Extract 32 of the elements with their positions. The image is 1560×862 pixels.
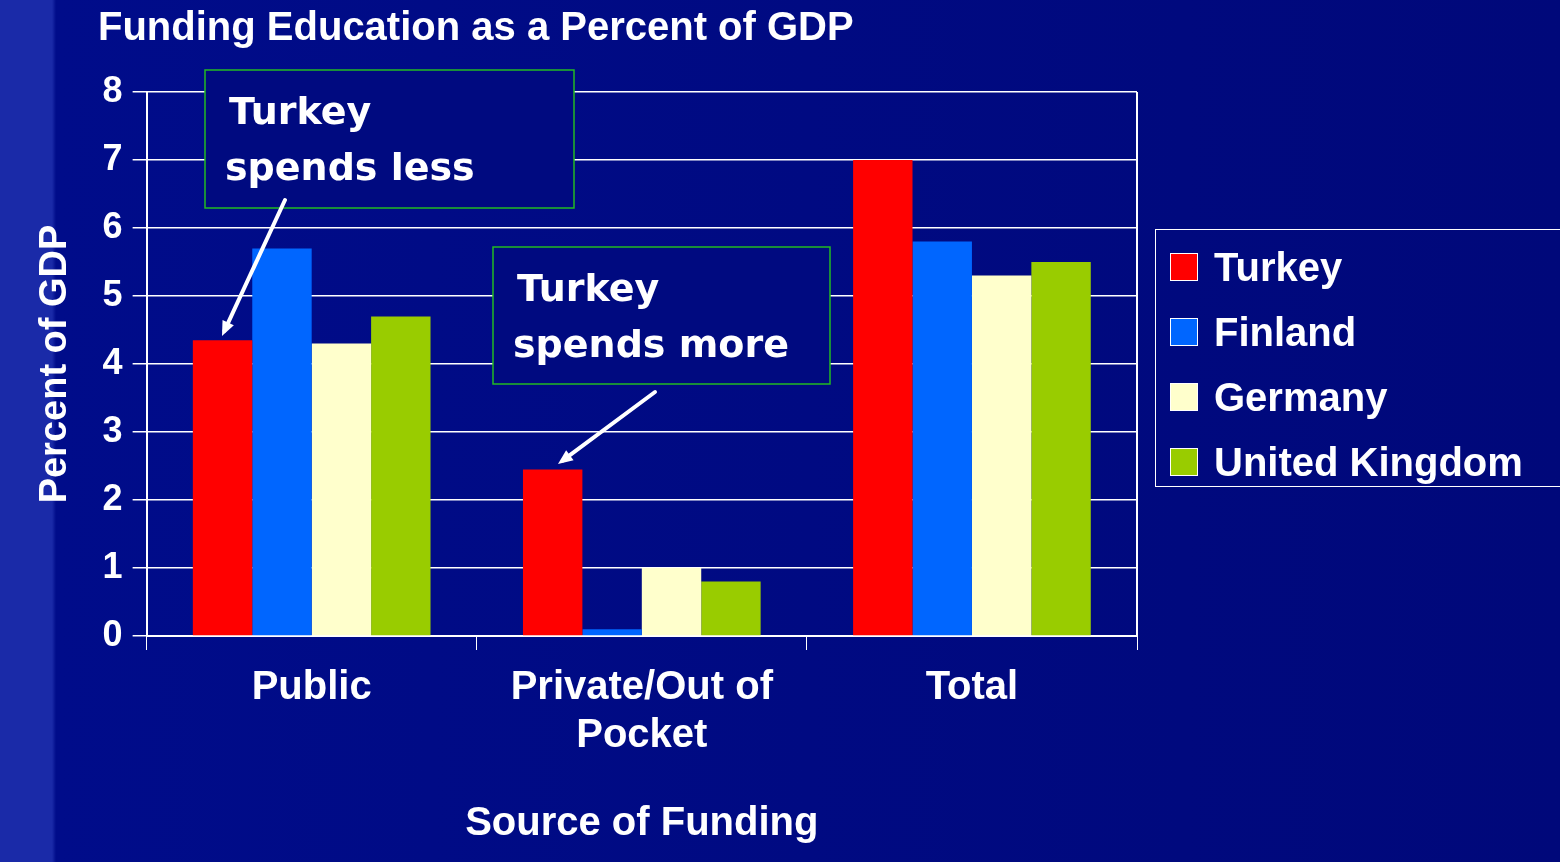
bar <box>912 241 972 636</box>
x-tick-label: Private/Out of Pocket <box>510 663 774 756</box>
bar <box>853 160 913 636</box>
bar <box>971 275 1032 636</box>
bar <box>641 568 702 636</box>
y-tick-label: 0 <box>102 612 123 654</box>
bar <box>311 343 372 636</box>
legend-label: United Kingdom <box>1214 439 1523 485</box>
bar <box>371 316 431 636</box>
y-tick-label: 8 <box>102 68 123 110</box>
bar <box>701 581 761 636</box>
annotation: Turkey spends less <box>225 88 475 189</box>
bar <box>1031 262 1091 636</box>
y-tick-label: 2 <box>102 476 123 518</box>
annotation: Turkey spends more <box>513 265 789 366</box>
y-tick-label: 1 <box>102 544 123 586</box>
y-tick-label: 4 <box>102 340 123 382</box>
bar <box>522 469 583 636</box>
bar <box>192 340 253 636</box>
bar <box>582 629 642 636</box>
y-tick-label: 6 <box>102 204 123 246</box>
legend-label: Germany <box>1214 374 1388 420</box>
y-tick-label: 3 <box>102 408 123 450</box>
chart-title: Funding Education as a Percent of GDP <box>98 4 854 49</box>
y-axis-title: Percent of GDP <box>32 224 75 504</box>
x-tick-label: Total <box>925 663 1019 708</box>
x-tick-label: Public <box>251 663 372 708</box>
legend-label: Turkey <box>1214 244 1343 290</box>
legend-label: Finland <box>1214 309 1357 355</box>
x-axis-title: Source of Funding <box>465 799 819 844</box>
y-tick-label: 7 <box>102 136 123 178</box>
y-tick-label: 5 <box>102 272 123 314</box>
